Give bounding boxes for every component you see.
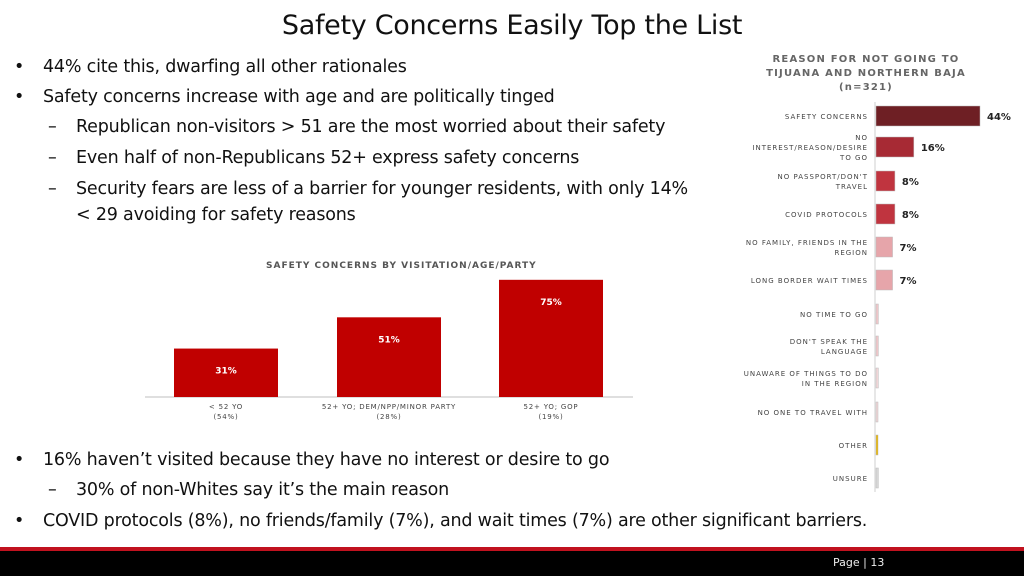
bar <box>875 434 879 456</box>
bar <box>875 335 879 357</box>
category-tick-label: NO FAMILY, FRIENDS IN THE <box>746 239 868 247</box>
sub-bullet-item: – Security fears are less of a barrier f… <box>48 178 708 228</box>
bullet-dash: – <box>48 480 57 500</box>
bar-value-label: 16% <box>921 143 945 154</box>
category-tick-label: DON'T SPEAK THE <box>790 338 868 346</box>
category-tick-label: 52+ YO; GOP <box>524 403 579 411</box>
category-tick-label: NO TIME TO GO <box>800 311 868 319</box>
bullet-dot: • <box>14 450 25 470</box>
category-tick-label: COVID PROTOCOLS <box>785 211 868 219</box>
page-number: Page | 13 <box>833 556 885 569</box>
category-tick-label: LONG BORDER WAIT TIMES <box>751 277 868 285</box>
bar-value-label: 8% <box>902 177 919 188</box>
bullet-dot: • <box>14 87 25 107</box>
bar <box>875 401 879 423</box>
category-tick-label: OTHER <box>839 442 868 450</box>
bullet-text: Even half of non-Republicans 52+ express… <box>76 148 580 168</box>
chart-title: SAFETY CONCERNS BY VISITATION/AGE/PARTY <box>266 261 537 271</box>
footer-bar <box>0 551 1024 576</box>
bar-value-label: 44% <box>987 112 1011 123</box>
chart-title: (n=321) <box>839 82 893 93</box>
bar-value-label: 51% <box>378 335 400 345</box>
bullet-text: COVID protocols (8%), no friends/family … <box>43 511 868 531</box>
category-tick-label: TRAVEL <box>835 183 868 191</box>
footer-accent-stripe <box>0 547 1024 551</box>
category-tick-label: NO PASSPORT/DON'T <box>778 173 868 181</box>
category-tick-label: NO ONE TO TRAVEL WITH <box>758 409 868 417</box>
bullet-dot: • <box>14 57 25 77</box>
bullet-dash: – <box>48 148 57 168</box>
bullet-text: 30% of non-Whites say it’s the main reas… <box>76 480 450 500</box>
bar <box>875 203 896 225</box>
bullet-text: Republican non-visitors > 51 are the mos… <box>76 117 666 137</box>
bullet-text: Security fears are less of a barrier for… <box>76 179 688 225</box>
bullet-dash: – <box>48 179 57 199</box>
bar <box>875 105 981 127</box>
bar <box>499 279 603 397</box>
category-tick-label: TO GO <box>839 154 868 162</box>
category-tick-label: NO <box>855 134 868 142</box>
category-tick-label: INTEREST/REASON/DESIRE <box>752 144 868 152</box>
bar <box>875 367 879 389</box>
category-tick-label: (28%) <box>376 413 401 421</box>
bar-value-label: 31% <box>215 367 237 377</box>
category-tick-label: (54%) <box>213 413 238 421</box>
category-tick-label: (19%) <box>538 413 563 421</box>
category-tick-label: SAFETY CONCERNS <box>785 113 868 121</box>
bar-value-label: 75% <box>540 298 562 308</box>
category-tick-label: REGION <box>834 249 868 257</box>
bullet-text: Safety concerns increase with age and ar… <box>43 87 555 107</box>
safety-concerns-bar-chart: SAFETY CONCERNS BY VISITATION/AGE/PARTY 3… <box>145 261 633 421</box>
category-tick-label: LANGUAGE <box>821 348 868 356</box>
bar <box>875 467 879 489</box>
bar <box>875 269 893 291</box>
bullet-dot: • <box>14 511 25 531</box>
reasons-bar-chart: REASON FOR NOT GOING TO TIJUANA AND NORTH… <box>744 54 1011 492</box>
bullet-dash: – <box>48 117 57 137</box>
category-tick-label: < 52 YO <box>209 403 243 411</box>
bar-value-label: 7% <box>900 276 917 287</box>
category-tick-label: IN THE REGION <box>802 380 868 388</box>
bullet-text: 44% cite this, dwarfing all other ration… <box>43 57 407 77</box>
chart-title: REASON FOR NOT GOING TO <box>773 54 960 65</box>
category-tick-label: UNSURE <box>833 475 868 483</box>
bar-value-label: 7% <box>900 243 917 254</box>
bar <box>875 170 896 192</box>
bullet-text: 16% haven’t visited because they have no… <box>43 450 610 470</box>
bar <box>875 303 879 325</box>
bar <box>875 236 893 258</box>
slide-title: Safety Concerns Easily Top the List <box>281 10 743 41</box>
bar <box>337 317 441 397</box>
bar <box>875 136 915 158</box>
category-tick-label: UNAWARE OF THINGS TO DO <box>744 370 868 378</box>
chart-title: TIJUANA AND NORTHERN BAJA <box>766 68 966 79</box>
bar-value-label: 8% <box>902 210 919 221</box>
category-tick-label: 52+ YO; DEM/NPP/MINOR PARTY <box>322 403 456 411</box>
bar <box>174 348 278 397</box>
